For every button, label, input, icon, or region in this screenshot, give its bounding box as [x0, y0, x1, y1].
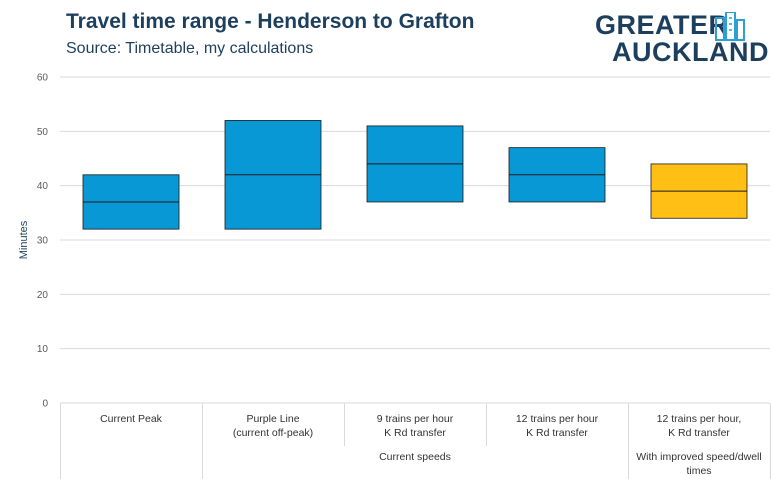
- y-tick-label: 60: [37, 73, 49, 84]
- group-label: times: [686, 465, 711, 477]
- greater-auckland-logo: GREATER AUCKLAND: [590, 8, 770, 68]
- bars: [82, 120, 748, 230]
- category-label: K Rd transfer: [384, 427, 446, 439]
- city-skyline-icon: [715, 12, 745, 41]
- group-label: With improved speed/dwell: [636, 451, 761, 463]
- y-tick-label: 30: [37, 236, 49, 247]
- y-tick-label: 40: [37, 181, 49, 192]
- category-label: (current off-peak): [233, 427, 313, 439]
- y-tick-label: 50: [37, 127, 49, 138]
- y-axis-label: Minutes: [18, 220, 30, 259]
- chart-title: Travel time range - Henderson to Grafton: [66, 10, 475, 33]
- category-label: K Rd transfer: [668, 427, 730, 439]
- axes: 0 10 20 30 40 50 60 Current Peak Purple Line (cur…: [37, 73, 771, 479]
- category-label: K Rd transfer: [526, 427, 588, 439]
- logo-text-greater: GREATER: [595, 10, 729, 40]
- y-tick-label: 20: [37, 290, 49, 301]
- chart-subtitle: Source: Timetable, my calculations: [66, 40, 314, 57]
- category-label: 12 trains per hour,: [657, 413, 742, 425]
- logo-text-auckland: AUCKLAND: [612, 37, 769, 67]
- group-label: Current speeds: [379, 451, 451, 463]
- category-label: Purple Line: [246, 413, 299, 425]
- y-tick-label: 10: [37, 344, 49, 355]
- category-label: 12 trains per hour: [516, 413, 599, 425]
- category-label: 9 trains per hour: [377, 413, 454, 425]
- y-tick-label: 0: [42, 399, 48, 410]
- category-label: Current Peak: [100, 413, 163, 425]
